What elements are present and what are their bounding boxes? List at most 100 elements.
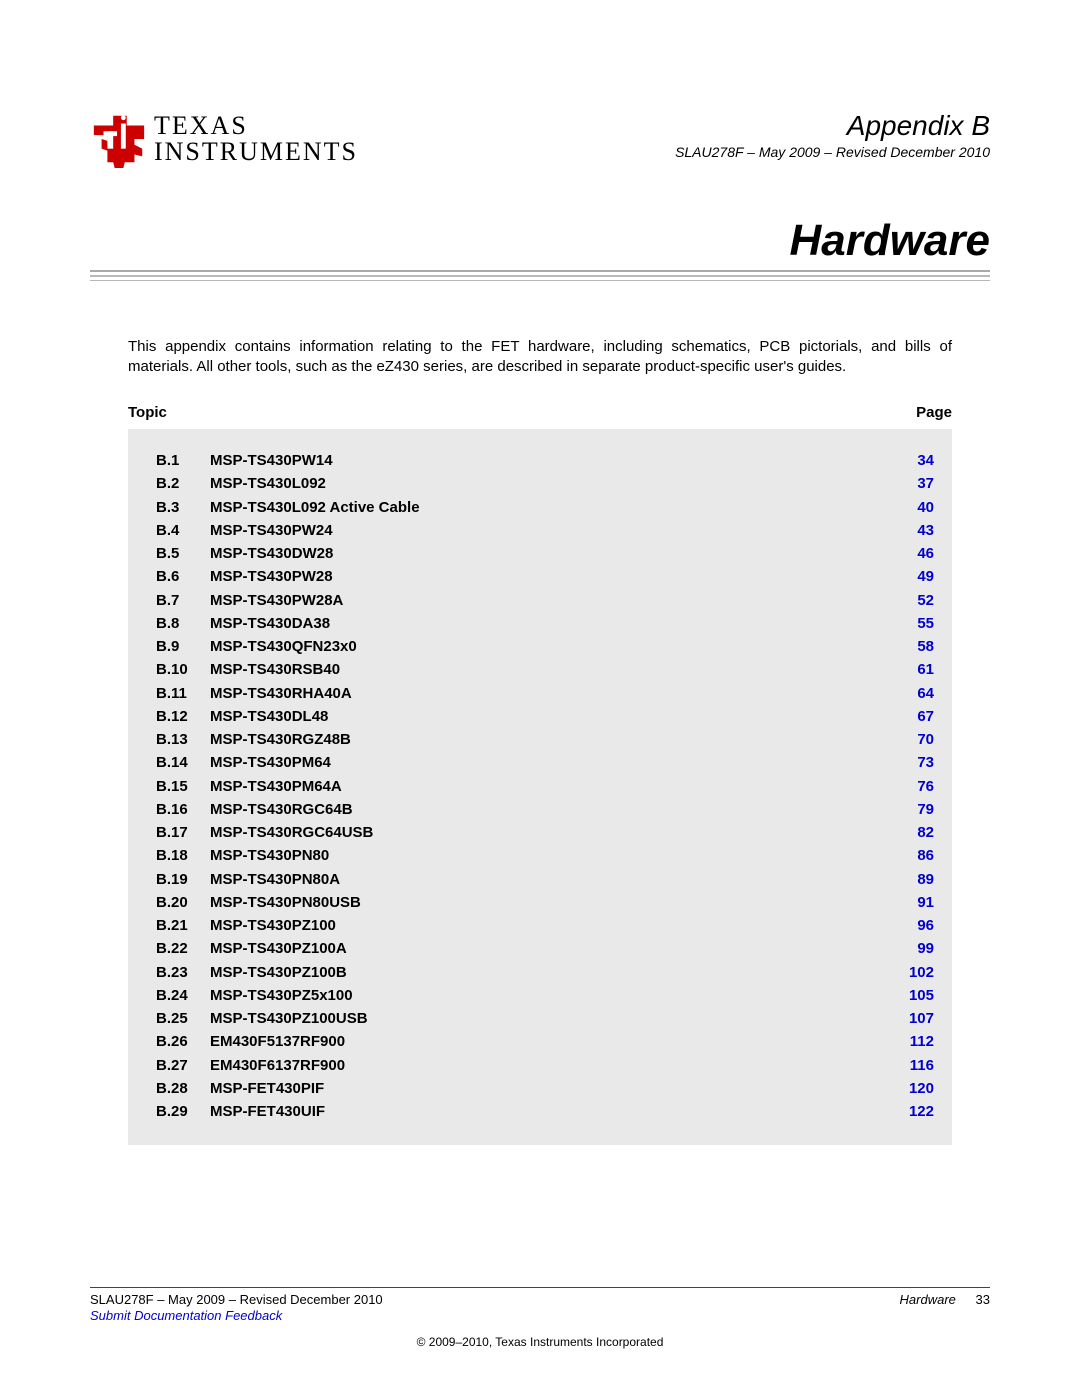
toc-entry-page-link[interactable]: 49 xyxy=(917,565,934,588)
toc-entry-page-link[interactable]: 40 xyxy=(917,496,934,519)
toc-entry-title: MSP-TS430PN80 xyxy=(210,844,329,867)
toc-entry-number: B.19 xyxy=(156,868,210,891)
footer-copyright: © 2009–2010, Texas Instruments Incorpora… xyxy=(90,1335,990,1349)
toc-entry-page-link[interactable]: 58 xyxy=(917,635,934,658)
toc-entry-page-link[interactable]: 37 xyxy=(917,472,934,495)
toc-entry-page-link[interactable]: 67 xyxy=(917,705,934,728)
page-title: Hardware xyxy=(789,216,990,265)
toc-entry-title: MSP-TS430PW28 xyxy=(210,565,333,588)
toc-row: B.17MSP-TS430RGC64USB 82 xyxy=(156,821,934,844)
toc-row: B.3MSP-TS430L092 Active Cable 40 xyxy=(156,496,934,519)
toc-entry-page-link[interactable]: 52 xyxy=(917,589,934,612)
toc-entry-title: MSP-TS430QFN23x0 xyxy=(210,635,357,658)
toc-entry-page-link[interactable]: 73 xyxy=(917,751,934,774)
toc-entry-number: B.13 xyxy=(156,728,210,751)
toc-entry-page-link[interactable]: 79 xyxy=(917,798,934,821)
toc-row: B.23MSP-TS430PZ100B 102 xyxy=(156,961,934,984)
toc-entry-number: B.4 xyxy=(156,519,210,542)
toc-box: B.1MSP-TS430PW14 34B.2MSP-TS430L092 37B.… xyxy=(128,429,952,1145)
toc-row: B.18MSP-TS430PN80 86 xyxy=(156,844,934,867)
toc-entry-title: EM430F6137RF900 xyxy=(210,1054,345,1077)
toc-row: B.15MSP-TS430PM64A 76 xyxy=(156,775,934,798)
toc-entry-page-link[interactable]: 70 xyxy=(917,728,934,751)
toc-entry-page-link[interactable]: 86 xyxy=(917,844,934,867)
toc-entry-number: B.11 xyxy=(156,682,210,705)
toc-entry-page-link[interactable]: 61 xyxy=(917,658,934,681)
page-header: TEXAS INSTRUMENTS Appendix B SLAU278F – … xyxy=(90,110,990,168)
toc-row: B.25MSP-TS430PZ100USB 107 xyxy=(156,1007,934,1030)
toc-entry-page-link[interactable]: 89 xyxy=(917,868,934,891)
toc-entry-page-link[interactable]: 99 xyxy=(917,937,934,960)
toc-entry-page-link[interactable]: 64 xyxy=(917,682,934,705)
toc-entry-number: B.9 xyxy=(156,635,210,658)
toc-entry-number: B.12 xyxy=(156,705,210,728)
toc-entry-number: B.16 xyxy=(156,798,210,821)
toc-entry-title: MSP-TS430RSB40 xyxy=(210,658,340,681)
toc-entry-number: B.1 xyxy=(156,449,210,472)
toc-entry-number: B.2 xyxy=(156,472,210,495)
toc-entry-number: B.18 xyxy=(156,844,210,867)
footer-section-label: Hardware xyxy=(900,1292,956,1307)
toc-row: B.2MSP-TS430L092 37 xyxy=(156,472,934,495)
document-id: SLAU278F – May 2009 – Revised December 2… xyxy=(675,144,990,160)
footer-feedback-link[interactable]: Submit Documentation Feedback xyxy=(90,1308,282,1323)
toc-row: B.22MSP-TS430PZ100A 99 xyxy=(156,937,934,960)
footer-page-number: 33 xyxy=(976,1292,990,1307)
toc-row: B.13MSP-TS430RGZ48B 70 xyxy=(156,728,934,751)
toc-entry-number: B.5 xyxy=(156,542,210,565)
toc-entry-title: MSP-TS430RGZ48B xyxy=(210,728,351,751)
toc-entry-title: MSP-TS430PZ5x100 xyxy=(210,984,353,1007)
toc-entry-number: B.24 xyxy=(156,984,210,1007)
toc-header-page: Page xyxy=(916,404,952,421)
toc-entry-title: MSP-TS430DW28 xyxy=(210,542,333,565)
toc-row: B.5MSP-TS430DW28 46 xyxy=(156,542,934,565)
toc-entry-title: MSP-FET430UIF xyxy=(210,1100,325,1123)
toc-entry-title: MSP-FET430PIF xyxy=(210,1077,324,1100)
toc-entry-page-link[interactable]: 107 xyxy=(909,1007,934,1030)
toc-header-topic: Topic xyxy=(128,404,167,421)
toc-entry-number: B.29 xyxy=(156,1100,210,1123)
toc-entry-title: MSP-TS430RHA40A xyxy=(210,682,352,705)
toc-entry-title: MSP-TS430L092 Active Cable xyxy=(210,496,420,519)
toc-entry-number: B.15 xyxy=(156,775,210,798)
toc-entry-page-link[interactable]: 112 xyxy=(910,1030,934,1053)
intro-paragraph: This appendix contains information relat… xyxy=(90,337,990,376)
toc-entry-title: MSP-TS430PW14 xyxy=(210,449,333,472)
brand-logo: TEXAS INSTRUMENTS xyxy=(90,110,358,168)
toc-entry-number: B.7 xyxy=(156,589,210,612)
toc-entry-page-link[interactable]: 122 xyxy=(909,1100,934,1123)
toc-entry-page-link[interactable]: 116 xyxy=(910,1054,934,1077)
toc-entry-title: MSP-TS430PM64 xyxy=(210,751,331,774)
toc-entry-page-link[interactable]: 43 xyxy=(917,519,934,542)
toc-entry-title: MSP-TS430DA38 xyxy=(210,612,330,635)
toc-row: B.20MSP-TS430PN80USB 91 xyxy=(156,891,934,914)
toc-entry-number: B.25 xyxy=(156,1007,210,1030)
toc-entry-number: B.23 xyxy=(156,961,210,984)
toc-entry-page-link[interactable]: 105 xyxy=(909,984,934,1007)
toc-entry-title: MSP-TS430PM64A xyxy=(210,775,342,798)
toc-entry-page-link[interactable]: 55 xyxy=(917,612,934,635)
toc-row: B.8MSP-TS430DA38 55 xyxy=(156,612,934,635)
toc-entry-title: MSP-TS430PN80A xyxy=(210,868,340,891)
toc-row: B.4MSP-TS430PW24 43 xyxy=(156,519,934,542)
toc-entry-title: MSP-TS430PZ100 xyxy=(210,914,336,937)
toc-entry-page-link[interactable]: 46 xyxy=(917,542,934,565)
toc-entry-title: MSP-TS430PW28A xyxy=(210,589,343,612)
toc-entry-title: MSP-TS430PN80USB xyxy=(210,891,361,914)
ti-logo-icon xyxy=(90,110,148,168)
toc-entry-page-link[interactable]: 102 xyxy=(909,961,934,984)
toc-entry-page-link[interactable]: 120 xyxy=(909,1077,934,1100)
toc-row: B.7MSP-TS430PW28A 52 xyxy=(156,589,934,612)
toc-entry-title: MSP-TS430PZ100B xyxy=(210,961,347,984)
toc-row: B.14MSP-TS430PM64 73 xyxy=(156,751,934,774)
toc-entry-page-link[interactable]: 76 xyxy=(917,775,934,798)
brand-name-top: TEXAS xyxy=(154,113,358,139)
toc-entry-page-link[interactable]: 34 xyxy=(917,449,934,472)
toc-entry-number: B.20 xyxy=(156,891,210,914)
toc-entry-number: B.26 xyxy=(156,1030,210,1053)
toc-row: B.6MSP-TS430PW28 49 xyxy=(156,565,934,588)
toc-entry-page-link[interactable]: 96 xyxy=(917,914,934,937)
toc-row: B.1MSP-TS430PW14 34 xyxy=(156,449,934,472)
toc-entry-page-link[interactable]: 91 xyxy=(917,891,934,914)
toc-entry-page-link[interactable]: 82 xyxy=(917,821,934,844)
